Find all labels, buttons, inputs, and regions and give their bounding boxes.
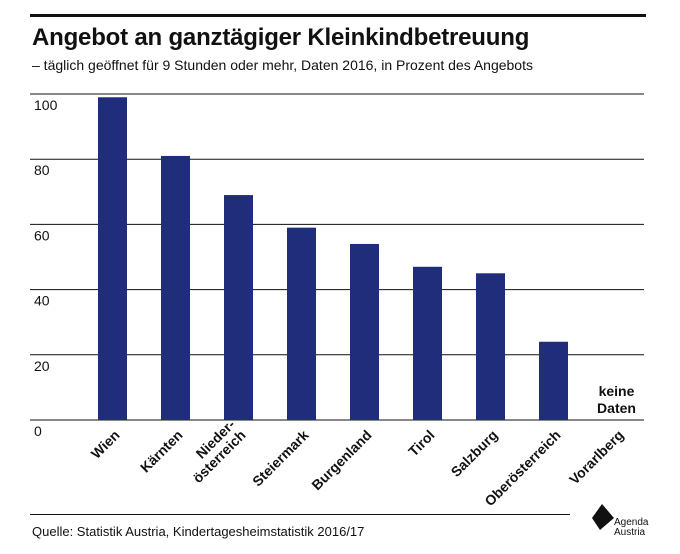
x-tick-label-line: Steiermark xyxy=(249,427,312,490)
bar xyxy=(413,266,442,420)
bar xyxy=(224,195,253,420)
x-tick-label: Vorarlberg xyxy=(566,427,627,488)
y-tick-label: 20 xyxy=(34,358,50,374)
top-rule xyxy=(30,14,646,17)
x-tick-label: Salzburg xyxy=(447,427,500,480)
logo-line2: Austria xyxy=(614,527,646,538)
chart-title: Angebot an ganztägiger Kleinkindbetreuun… xyxy=(32,24,530,51)
x-tick-label: Wien xyxy=(88,427,123,462)
no-data-label: keine xyxy=(599,383,635,399)
y-tick-label: 40 xyxy=(34,293,50,309)
x-tick-label-line: Salzburg xyxy=(447,427,500,480)
bar xyxy=(98,97,127,420)
x-tick-label: Steiermark xyxy=(249,427,312,490)
chart-subtitle: – täglich geöffnet für 9 Stunden oder me… xyxy=(32,57,533,73)
x-tick-label-line: Kärnten xyxy=(137,427,186,476)
bar xyxy=(476,273,505,420)
bar xyxy=(287,227,316,420)
x-tick-label: Tirol xyxy=(405,427,438,460)
y-tick-label: 0 xyxy=(34,423,42,439)
y-tick-label: 80 xyxy=(34,162,50,178)
bar xyxy=(350,243,379,420)
source-note: Quelle: Statistik Austria, Kindertageshe… xyxy=(32,524,365,539)
bar xyxy=(539,341,568,420)
x-tick-label-line: Vorarlberg xyxy=(566,427,627,488)
no-data-label: Daten xyxy=(597,400,636,416)
x-tick-label-line: Wien xyxy=(88,427,123,462)
agenda-austria-logo-icon xyxy=(592,504,614,530)
logo-line1: Agenda xyxy=(614,517,649,528)
x-tick-label-line: Burgenland xyxy=(308,427,374,493)
y-tick-label: 60 xyxy=(34,227,50,243)
bottom-rule xyxy=(30,514,570,515)
y-tick-label: 100 xyxy=(34,97,58,113)
x-tick-label: Nieder-österreich xyxy=(179,416,249,486)
x-tick-label-line: Tirol xyxy=(405,427,438,460)
x-tick-label: Burgenland xyxy=(308,427,374,493)
x-tick-label: Kärnten xyxy=(137,427,186,476)
bar-chart: 0 20 40 60 80 100 Wien Kärnten Nieder-österreich… xyxy=(30,93,644,509)
bar xyxy=(161,155,190,420)
logo-text: Agenda Austria xyxy=(614,518,648,538)
